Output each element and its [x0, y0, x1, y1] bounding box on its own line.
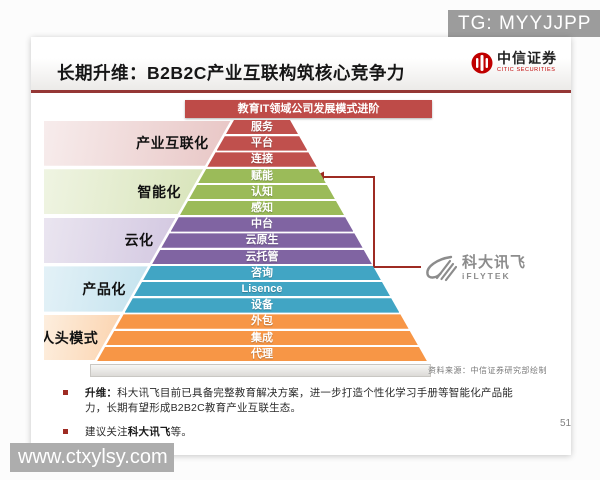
pyramid-row-label: 设备 — [250, 299, 273, 312]
pyramid-row-label: 集成 — [250, 331, 273, 344]
slide-header: 长期升维：B2B2C产业互联构筑核心竞争力 中信证券 CITIC SECURIT… — [31, 37, 571, 90]
bullet-bold: 科大讯飞 — [127, 426, 171, 439]
pyramid-row: 感知 — [179, 201, 345, 216]
pyramid-row-label: 云原生 — [245, 234, 279, 247]
pyramid-row: 赋能 — [198, 168, 326, 183]
pyramid-row-label: 平台 — [250, 137, 273, 150]
level-label: 云化 — [124, 232, 154, 249]
iflytek-logo-icon — [426, 255, 457, 282]
iflytek-cn: 科大讯飞 — [462, 254, 527, 271]
bullet-body: 科大讯飞目前已具备完整教育解决方案，进一步打造个性化学习手册等智能化产品能力，长… — [85, 387, 514, 415]
bullet-bold: 升维： — [85, 387, 118, 399]
pyramid-row: 中台 — [170, 217, 354, 232]
iflytek-logo-text: 科大讯飞 iFLYTEK — [462, 254, 527, 282]
pyramid-row: 云托管 — [152, 249, 372, 264]
pyramid-base-bar — [90, 364, 431, 377]
pyramid-row: Lisence — [133, 282, 391, 297]
pyramid-row-label: 云托管 — [245, 250, 279, 263]
citic-logo-cn: 中信证券 — [497, 51, 557, 67]
pyramid-row-label: 服务 — [250, 121, 273, 133]
pyramid-row: 平台 — [216, 136, 308, 151]
tg-badge: TG: MYYJJPP — [448, 10, 600, 37]
page-number: 51 — [560, 418, 572, 429]
page-title: 长期升维：B2B2C产业互联构筑核心竞争力 — [57, 63, 405, 83]
pyramid-row: 集成 — [106, 330, 418, 345]
source-note: 资料来源：中信证券研究部绘制 — [428, 366, 547, 375]
bullet-marker-icon — [63, 390, 68, 395]
watermark: www.ctxylsy.com — [10, 443, 174, 472]
level-band: 云化 — [44, 217, 176, 263]
pyramid-row-label: 外包 — [250, 315, 273, 328]
iflytek-logo: 科大讯飞 iFLYTEK — [423, 254, 526, 282]
level-label: 产品化 — [82, 280, 126, 297]
pyramid-row-label: 中台 — [250, 218, 273, 231]
pyramid-row: 云原生 — [161, 233, 363, 248]
pyramid-row: 认知 — [189, 184, 335, 200]
bullet-list: 升维：科大讯飞目前已具备完整教育解决方案，进一步打造个性化学习手册等智能化产品能… — [63, 386, 531, 450]
pyramid-diagram: 科大讯飞 iFLYTEK 资料来源：中信证券研究部绘制 产业互联化 服务平台连接智… — [31, 37, 571, 455]
diagram-title-banner: 教育IT领域公司发展模式进阶 — [185, 100, 432, 118]
pyramid-row: 连接 — [207, 152, 317, 167]
pyramid-row: 外包 — [115, 314, 409, 329]
level-label: 智能化 — [137, 183, 182, 200]
level-band: 智能化 — [44, 169, 204, 215]
level-label: 人头模式 — [40, 329, 99, 346]
pyramid-row-label: 咨询 — [251, 266, 273, 279]
iflytek-en: iFLYTEK — [462, 271, 511, 281]
slide-card: 长期升维：B2B2C产业互联构筑核心竞争力 中信证券 CITIC SECURIT… — [31, 37, 571, 455]
pyramid-row: 咨询 — [143, 265, 381, 281]
header-divider — [31, 90, 571, 93]
pyramid-row: 服务 — [225, 120, 299, 135]
pyramid-row-label: Lisence — [241, 283, 283, 295]
pyramid-row-label: 连接 — [250, 153, 273, 166]
bullet-item: 升维：科大讯飞目前已具备完整教育解决方案，进一步打造个性化学习手册等智能化产品能… — [63, 386, 531, 416]
pyramid-row-label: 代理 — [251, 347, 273, 360]
citic-logo-text: 中信证券 CITIC SECURITIES — [497, 51, 557, 74]
bullet-marker-icon — [63, 429, 68, 435]
citic-logo-icon — [471, 52, 493, 74]
level-band: 产业互联化 — [44, 120, 231, 166]
pyramid-row-label: 赋能 — [250, 169, 273, 182]
citic-logo: 中信证券 CITIC SECURITIES — [471, 52, 557, 74]
citic-logo-en: CITIC SECURITIES — [497, 66, 556, 73]
pyramid-row-label: 认知 — [251, 185, 273, 198]
level-label: 产业互联化 — [136, 135, 209, 152]
pyramid-row: 设备 — [124, 298, 400, 313]
bullet-body: 等。 — [170, 426, 193, 439]
bullet-body: 建议关注 — [85, 426, 128, 439]
pyramid-row: 代理 — [97, 346, 427, 362]
bullet-text: 建议关注科大讯飞等。 — [85, 425, 531, 440]
bullet-item: 建议关注科大讯飞等。 — [63, 425, 531, 440]
bullet-text: 升维：科大讯飞目前已具备完整教育解决方案，进一步打造个性化学习手册等智能化产品能… — [85, 386, 531, 416]
pyramid-row-label: 感知 — [250, 202, 273, 214]
